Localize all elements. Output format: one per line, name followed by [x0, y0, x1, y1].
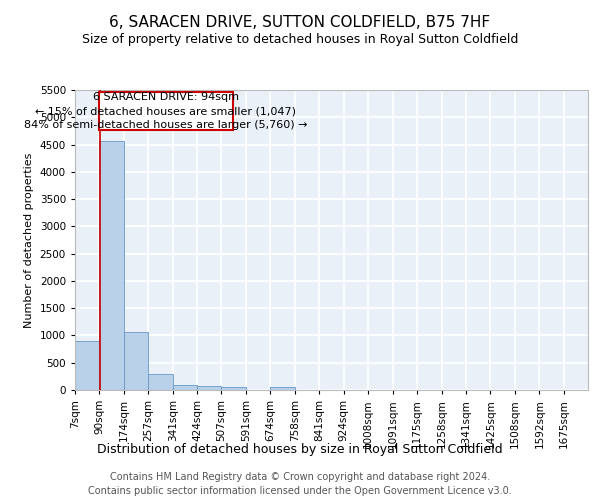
Text: 6, SARACEN DRIVE, SUTTON COLDFIELD, B75 7HF: 6, SARACEN DRIVE, SUTTON COLDFIELD, B75 … [109, 15, 491, 30]
Text: Contains HM Land Registry data © Crown copyright and database right 2024.: Contains HM Land Registry data © Crown c… [110, 472, 490, 482]
Text: Size of property relative to detached houses in Royal Sutton Coldfield: Size of property relative to detached ho… [82, 32, 518, 46]
Bar [148, 374, 173, 390]
FancyBboxPatch shape [100, 92, 233, 130]
Y-axis label: Number of detached properties: Number of detached properties [24, 152, 34, 328]
Text: Contains public sector information licensed under the Open Government Licence v3: Contains public sector information licen… [88, 486, 512, 496]
Bar [197, 386, 221, 390]
Bar [124, 332, 148, 390]
Bar [75, 341, 100, 390]
Text: 6 SARACEN DRIVE: 94sqm
← 15% of detached houses are smaller (1,047)
84% of semi-: 6 SARACEN DRIVE: 94sqm ← 15% of detached… [24, 92, 308, 130]
Bar [100, 142, 124, 390]
Text: Distribution of detached houses by size in Royal Sutton Coldfield: Distribution of detached houses by size … [97, 442, 503, 456]
Bar [271, 388, 295, 390]
Bar [173, 386, 197, 390]
Bar [221, 387, 246, 390]
